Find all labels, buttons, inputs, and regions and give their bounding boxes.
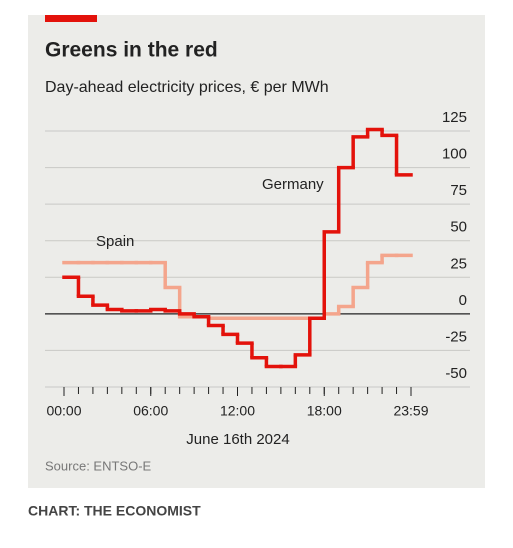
credit: CHART: THE ECONOMIST [28, 503, 201, 519]
y-tick-label: 125 [442, 109, 467, 126]
x-axis-label: June 16th 2024 [186, 431, 289, 448]
y-tick-label: -25 [445, 328, 467, 345]
y-tick-label: 50 [450, 219, 467, 236]
chart-subtitle: Day-ahead electricity prices, € per MWh [45, 79, 329, 96]
x-tick-label: 00:00 [46, 403, 81, 419]
x-tick-label: 06:00 [133, 403, 168, 419]
panel [28, 15, 485, 488]
red-tag [45, 15, 97, 22]
y-tick-label: 75 [450, 182, 467, 199]
x-tick-label: 18:00 [307, 403, 342, 419]
series-label: Spain [96, 233, 134, 250]
x-tick-label: 12:00 [220, 403, 255, 419]
y-tick-label: -50 [445, 365, 467, 382]
source: Source: ENTSO-E [45, 458, 152, 473]
y-tick-label: 0 [459, 292, 467, 309]
y-tick-label: 100 [442, 146, 467, 163]
series-label: Germany [262, 176, 324, 193]
y-tick-label: 25 [450, 255, 467, 272]
x-tick-label: 23:59 [393, 403, 428, 419]
chart-title: Greens in the red [45, 39, 218, 62]
